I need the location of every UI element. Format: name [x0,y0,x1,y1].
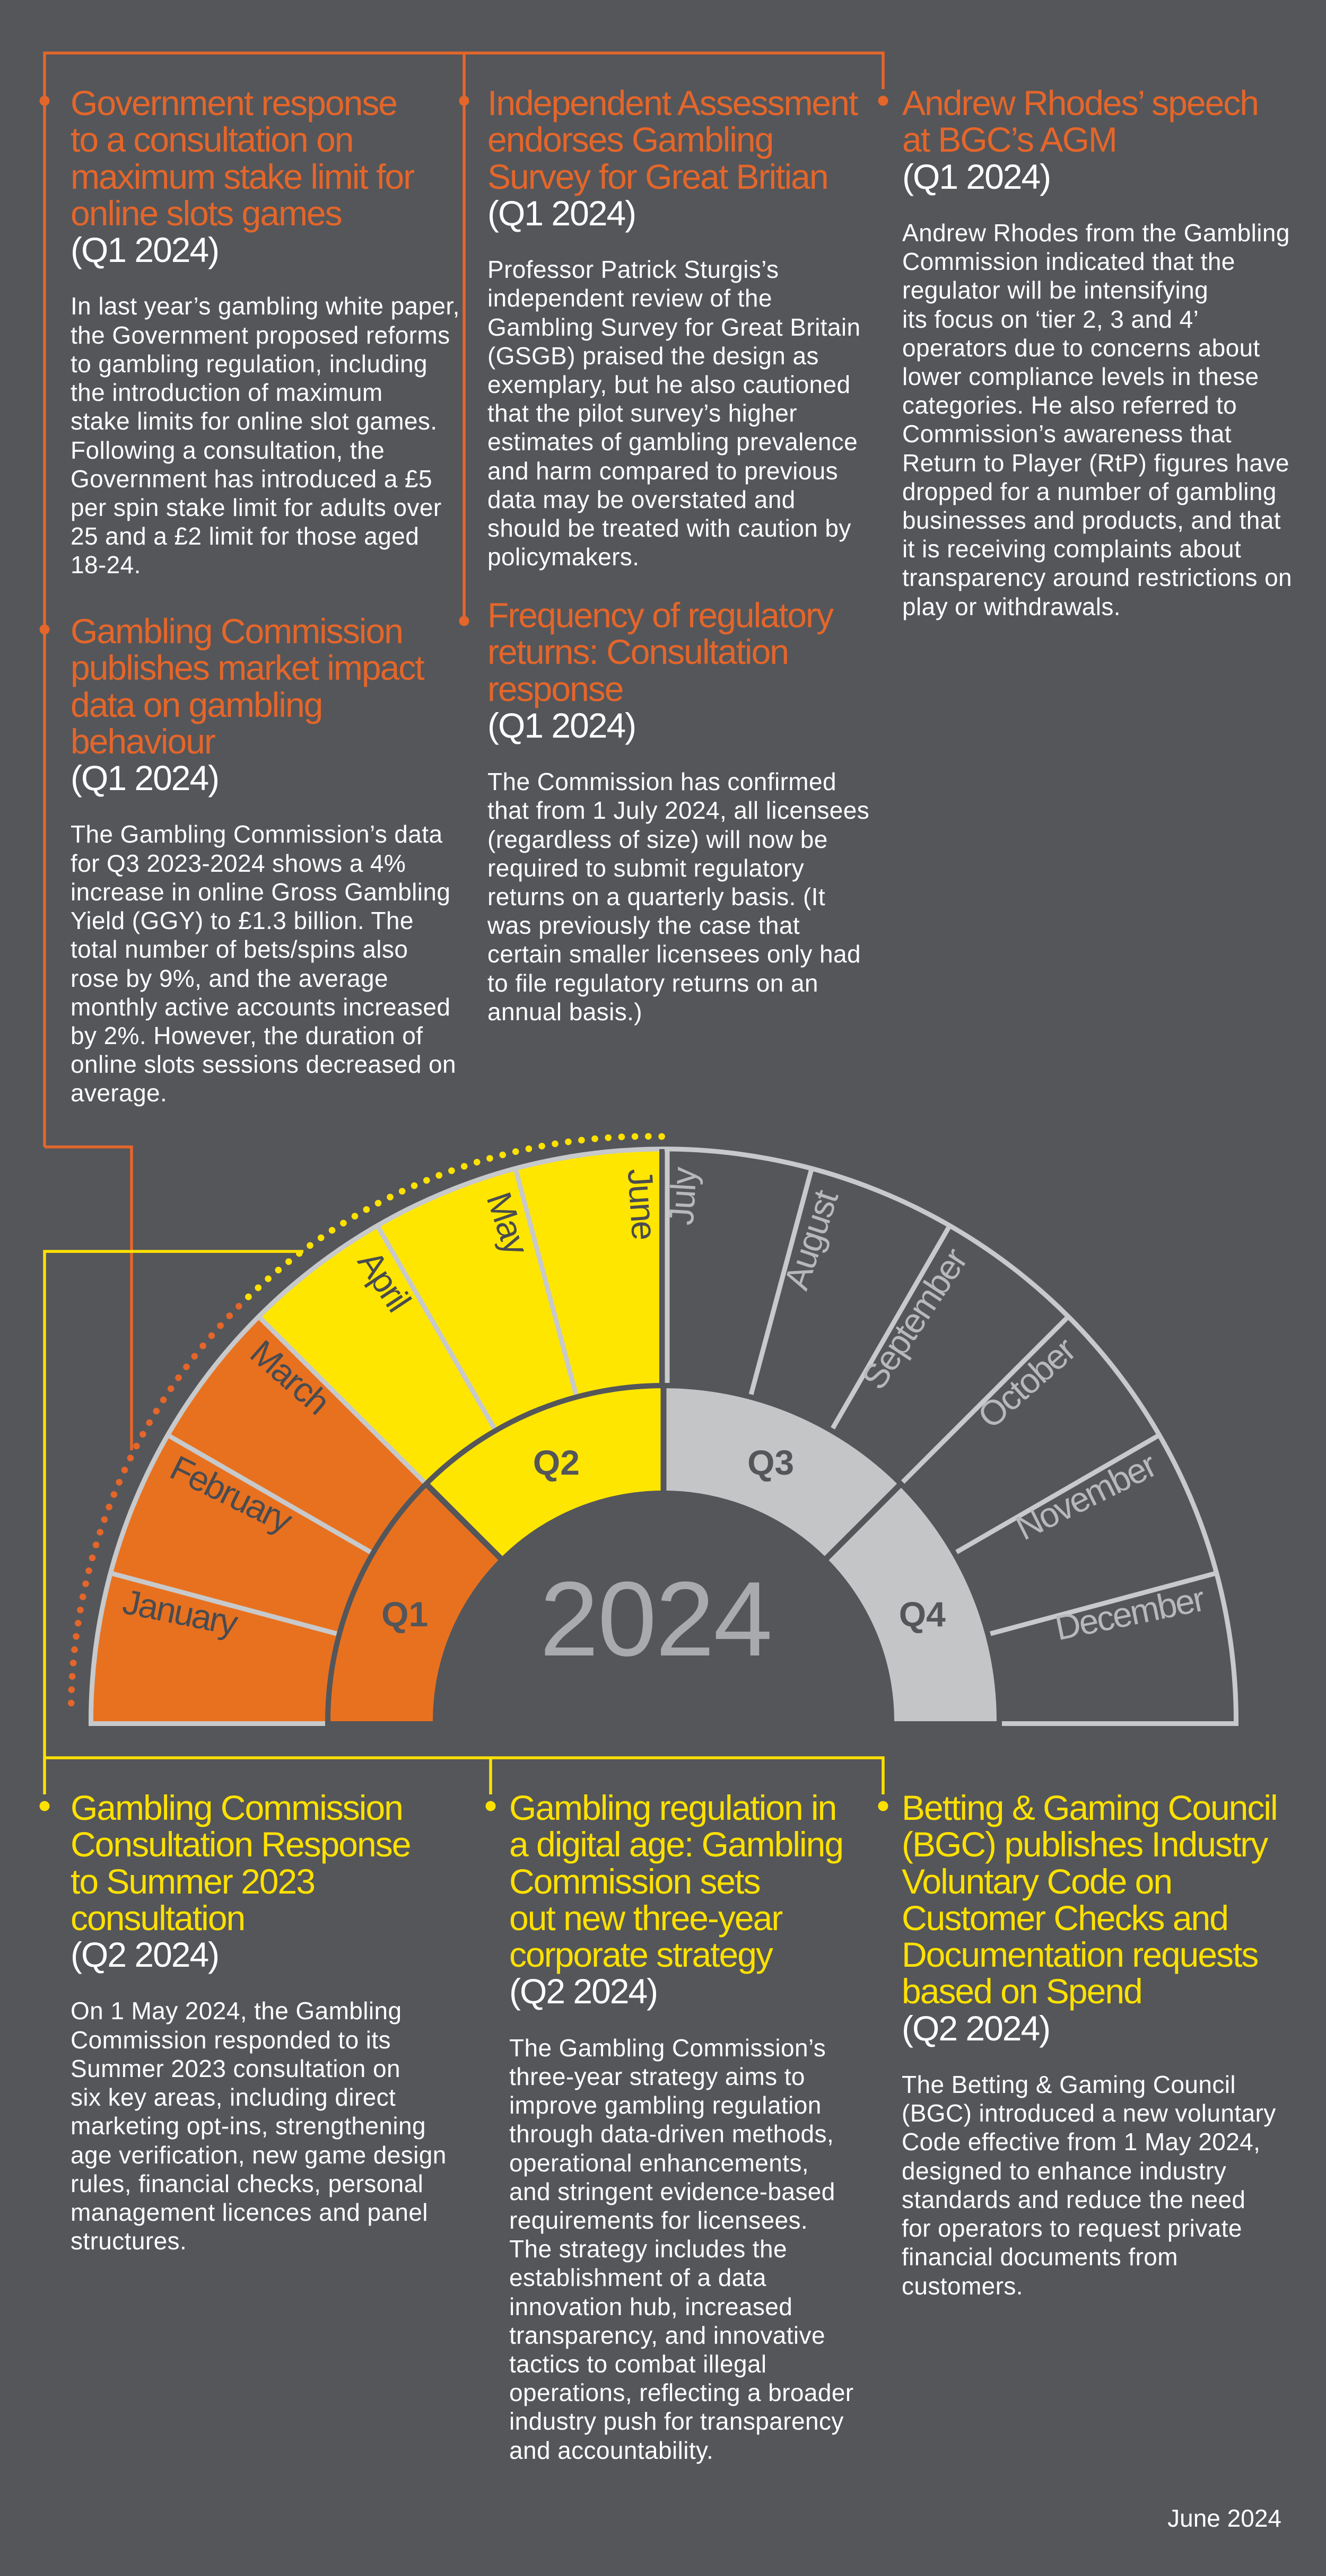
svg-text:July: July [661,1166,704,1226]
svg-text:2024: 2024 [540,1560,772,1678]
svg-text:Q1: Q1 [381,1594,428,1634]
svg-text:Q2: Q2 [533,1443,580,1482]
svg-text:Q3: Q3 [747,1443,794,1482]
svg-text:June: June [621,1167,664,1240]
svg-text:Q4: Q4 [899,1594,946,1634]
